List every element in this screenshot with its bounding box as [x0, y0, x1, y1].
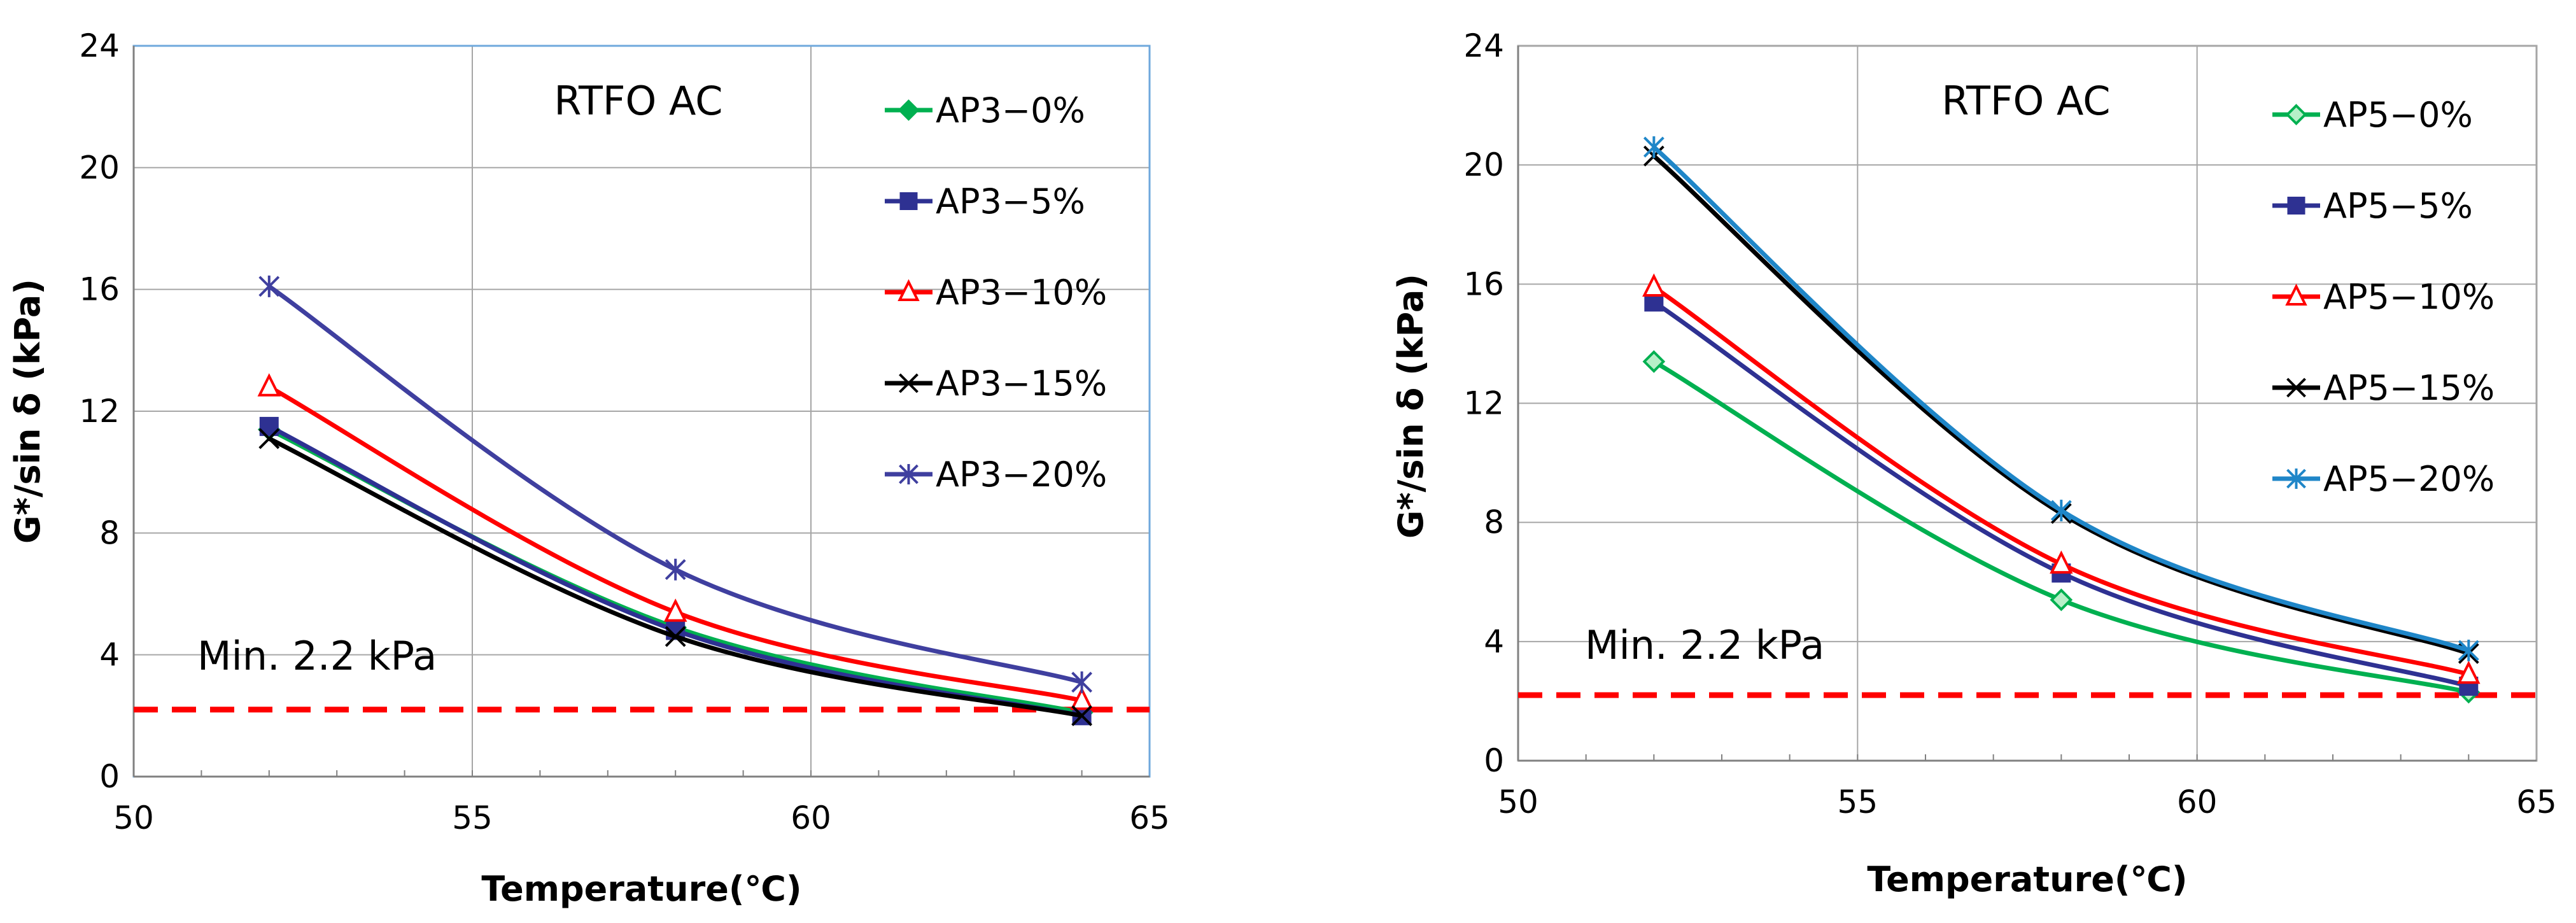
- y-tick-label: 8: [99, 514, 120, 551]
- y-tick-label: 0: [99, 758, 120, 795]
- y-tick-label: 8: [1484, 504, 1504, 541]
- y-axis-title: G*/sin δ (kPa): [8, 279, 48, 544]
- y-tick-label: 4: [99, 637, 120, 673]
- y-tick-label: 16: [1463, 265, 1504, 302]
- legend-entry: AP3−15%: [885, 363, 1107, 404]
- x-marker: [899, 373, 918, 393]
- triangle-marker: [1642, 273, 1666, 297]
- legend-entry: AP3−5%: [885, 181, 1085, 222]
- legend-entry: AP3−10%: [885, 272, 1107, 313]
- x-tick-label: 60: [2177, 784, 2218, 821]
- legend-entry: AP3−0%: [885, 90, 1085, 130]
- x-tick-label: 50: [1498, 784, 1538, 821]
- series-5: [1643, 136, 2479, 661]
- x-marker: [1071, 705, 1093, 726]
- x-marker: [2286, 377, 2306, 398]
- legend-label: AP3−0%: [936, 90, 1085, 130]
- asterisk-marker: [2458, 639, 2479, 661]
- legend-label: AP5−10%: [2323, 277, 2495, 317]
- triangle-marker: [897, 279, 920, 301]
- x-tick-label: 65: [1129, 800, 1170, 836]
- chart-2: 0 4 8 12 16 20 24 50 55 60 65 Temperature(℃) G*/sin …: [1391, 27, 2557, 899]
- asterisk-marker: [1071, 671, 1093, 693]
- y-tick-label: 12: [79, 393, 120, 430]
- asterisk-marker: [2050, 499, 2072, 521]
- chart-title: RTFO AC: [554, 78, 722, 124]
- x-axis-title: Temperature(℃): [1867, 859, 2187, 899]
- triangle-marker: [2050, 550, 2073, 574]
- legend-label: AP5−20%: [2323, 459, 2495, 499]
- square-marker: [2287, 197, 2305, 215]
- chart-title: RTFO AC: [1941, 78, 2110, 124]
- square-marker: [899, 192, 918, 210]
- x-tick-label: 55: [1838, 784, 1878, 821]
- x-tick-label: 55: [452, 800, 493, 836]
- series-4: [258, 428, 1093, 726]
- y-tick-label: 24: [1463, 27, 1504, 64]
- reference-label: Min. 2.2 kPa: [1585, 622, 1824, 668]
- series-3: [1642, 273, 2481, 684]
- chart-1: 0 4 8 12 16 20 24 50 55 60 65 Temperature(℃) G*/sin …: [8, 27, 1170, 909]
- y-tick-label: 24: [79, 27, 120, 64]
- legend-entry: AP5−0%: [2272, 95, 2473, 135]
- legend-label: AP5−5%: [2323, 186, 2473, 226]
- diamond-marker: [2050, 588, 2073, 612]
- y-tick-label: 0: [1484, 742, 1504, 779]
- legend-entry: AP5−15%: [2272, 368, 2495, 408]
- x-marker: [665, 626, 686, 647]
- legend-label: AP5−0%: [2323, 95, 2473, 135]
- asterisk-marker: [899, 464, 918, 484]
- y-tick-label: 20: [1463, 146, 1504, 183]
- x-tick-label: 65: [2516, 784, 2557, 821]
- series-line: [1652, 145, 2470, 653]
- y-tick-label: 4: [1484, 623, 1504, 660]
- legend-label: AP3−5%: [936, 181, 1085, 222]
- asterisk-marker: [2286, 469, 2306, 489]
- legend-label: AP3−10%: [936, 272, 1107, 313]
- triangle-marker: [2457, 660, 2481, 684]
- legend-label: AP5−15%: [2323, 368, 2495, 408]
- y-tick-label: 20: [79, 149, 120, 186]
- y-tick-label: 12: [1463, 385, 1504, 422]
- legend-label: AP3−20%: [936, 454, 1107, 495]
- series-5: [258, 275, 1093, 693]
- asterisk-marker: [1643, 136, 1665, 159]
- series-line: [1652, 154, 2470, 656]
- legend-label: AP3−15%: [936, 363, 1107, 404]
- triangle-marker: [1070, 686, 1094, 710]
- triangle-marker: [663, 598, 687, 622]
- x-tick-label: 60: [791, 800, 831, 836]
- legend-entry: AP5−5%: [2272, 186, 2473, 226]
- reference-label: Min. 2.2 kPa: [197, 633, 437, 679]
- diamond-marker: [897, 99, 920, 121]
- y-axis-title: G*/sin δ (kPa): [1391, 274, 1431, 539]
- asterisk-marker: [258, 275, 280, 297]
- diamond-marker: [2285, 104, 2307, 125]
- legend-entry: AP3−20%: [885, 454, 1107, 495]
- x-marker: [258, 428, 280, 449]
- x-tick-label: 50: [113, 800, 154, 836]
- diamond-marker: [1642, 350, 1666, 373]
- x-axis-title: Temperature(℃): [481, 869, 801, 909]
- triangle-marker: [2285, 283, 2307, 306]
- legend-entry: AP5−10%: [2272, 277, 2495, 317]
- legend-entry: AP5−20%: [2272, 459, 2495, 499]
- asterisk-marker: [665, 558, 686, 581]
- triangle-marker: [257, 373, 281, 397]
- y-tick-label: 16: [79, 271, 120, 308]
- series-3: [257, 373, 1094, 710]
